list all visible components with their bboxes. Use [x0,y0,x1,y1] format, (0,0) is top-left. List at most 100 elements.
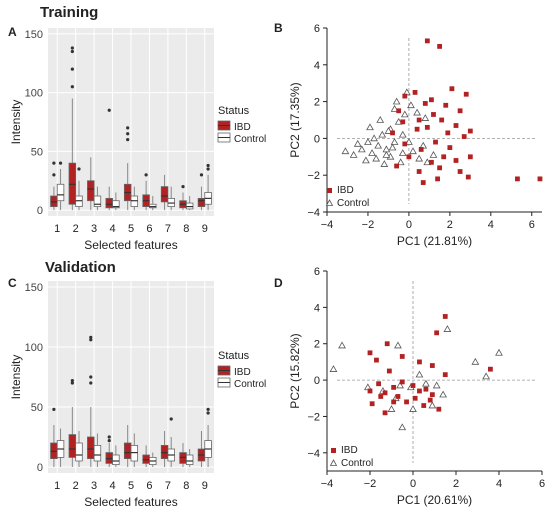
panel-b-training-pca: −4 −2 0 2 4 6 −4 −2 0 2 4 6 IBD Control PC1 (21.81%) PC… [274,21,543,248]
legend-label: Control [234,134,266,145]
x-tick-label: 5 [128,223,134,235]
ibd-point [467,128,473,134]
outlier-point [199,173,204,177]
box [93,444,102,462]
ibd-point [418,147,424,152]
control-point [374,141,383,149]
y-axis-label: PC2 (15.82%) [288,333,302,408]
y-tick-label: 50 [31,402,43,414]
ibd-point [436,406,442,412]
control-point [409,147,417,155]
ibd-point [515,176,520,182]
x-axis-label: Selected features [84,495,177,509]
y-tick-label: 0 [37,462,43,474]
ibd-point [417,359,422,365]
ibd-point [395,394,401,399]
outlier-point [89,338,93,342]
x-tick-label: 2 [453,478,459,490]
control-point [396,381,404,389]
ibd-point [453,158,459,163]
ibd-point [416,169,422,174]
control-point [362,156,370,164]
control-point [398,130,407,138]
box [93,195,102,207]
ibd-point [442,372,448,378]
control-point [382,150,391,158]
ibd-point [457,169,463,174]
box [75,442,83,462]
control-point [398,423,407,431]
box [56,183,65,202]
control-point [423,158,432,166]
x-tick-label: 6 [146,223,152,235]
x-tick-label: 7 [165,480,171,492]
control-point [378,130,387,138]
ibd-point [416,117,422,123]
control-point [422,379,430,387]
y-tick-label: −4 [307,448,320,460]
panel-d-validation-pca: −4 −2 0 2 4 6 −4 −2 0 2 4 6 IBD Control PC1 (20.61%) PC… [274,266,545,507]
ibd-point [461,134,467,139]
ibd-point [378,394,384,399]
y-tick-label: 0 [37,205,43,217]
outlier-point [126,126,130,130]
panel-letter: C [8,276,17,290]
ibd-point [467,154,473,160]
box [130,444,139,462]
ibd-point [463,91,469,97]
ibd-point [424,124,430,130]
ibd-point [429,392,435,398]
y-tick-label: 100 [25,342,43,354]
ibd-point [420,180,426,185]
x-tick-label: 1 [54,223,60,235]
outlier-point [70,67,74,71]
ibd-point [422,101,428,106]
outlier-point [89,381,93,385]
ibd-point [404,399,409,405]
panel-letter: D [274,276,283,290]
x-tick-label: 6 [539,478,545,490]
control-point [390,104,399,112]
ibd-point [439,117,445,123]
x-tick-label: 4 [109,480,115,492]
outlier-point [126,132,130,136]
y-tick-label: 2 [314,339,320,351]
ibd-point [390,130,395,136]
outlier-point [206,163,210,168]
x-tick-label: −2 [364,478,377,490]
legend-label: Control [234,379,266,390]
panel-letter: A [8,25,17,39]
control-point [405,138,413,145]
x-tick-label: 1 [54,480,60,492]
x-tick-label: 5 [128,480,134,492]
ibd-point [402,141,408,147]
control-point [428,401,437,409]
outlier-point [206,167,210,171]
control-point [329,365,338,372]
control-point [366,123,374,131]
x-tick-label: −4 [321,478,334,490]
y-tick-label: 100 [25,88,43,100]
outlier-point [52,407,56,411]
outlier-point [89,335,93,339]
control-point [338,341,346,349]
panel-a-training-boxplot: 0 50 100 150 1 2 3 4 5 6 7 8 9 Selected features Inten… [8,25,266,252]
ibd-point [423,386,429,392]
control-point [394,341,402,349]
control-point [388,143,397,151]
y-tick-label: −2 [307,411,320,423]
x-axis-label: PC1 (21.81%) [397,234,472,248]
ibd-point [399,379,405,385]
outlier-point [89,375,93,379]
ibd-point [465,174,471,180]
panel-c-validation-boxplot: 0 50 100 150 1 2 3 4 5 6 7 8 9 Selected features Inten… [8,276,266,509]
control-point [439,390,447,398]
ibd-point [414,126,420,132]
ibd-point [402,93,408,99]
y-tick-label: 4 [314,302,320,314]
x-tick-label: 0 [406,219,412,231]
control-point [368,149,376,156]
control-point [413,108,421,116]
x-tick-label: 0 [410,478,416,490]
